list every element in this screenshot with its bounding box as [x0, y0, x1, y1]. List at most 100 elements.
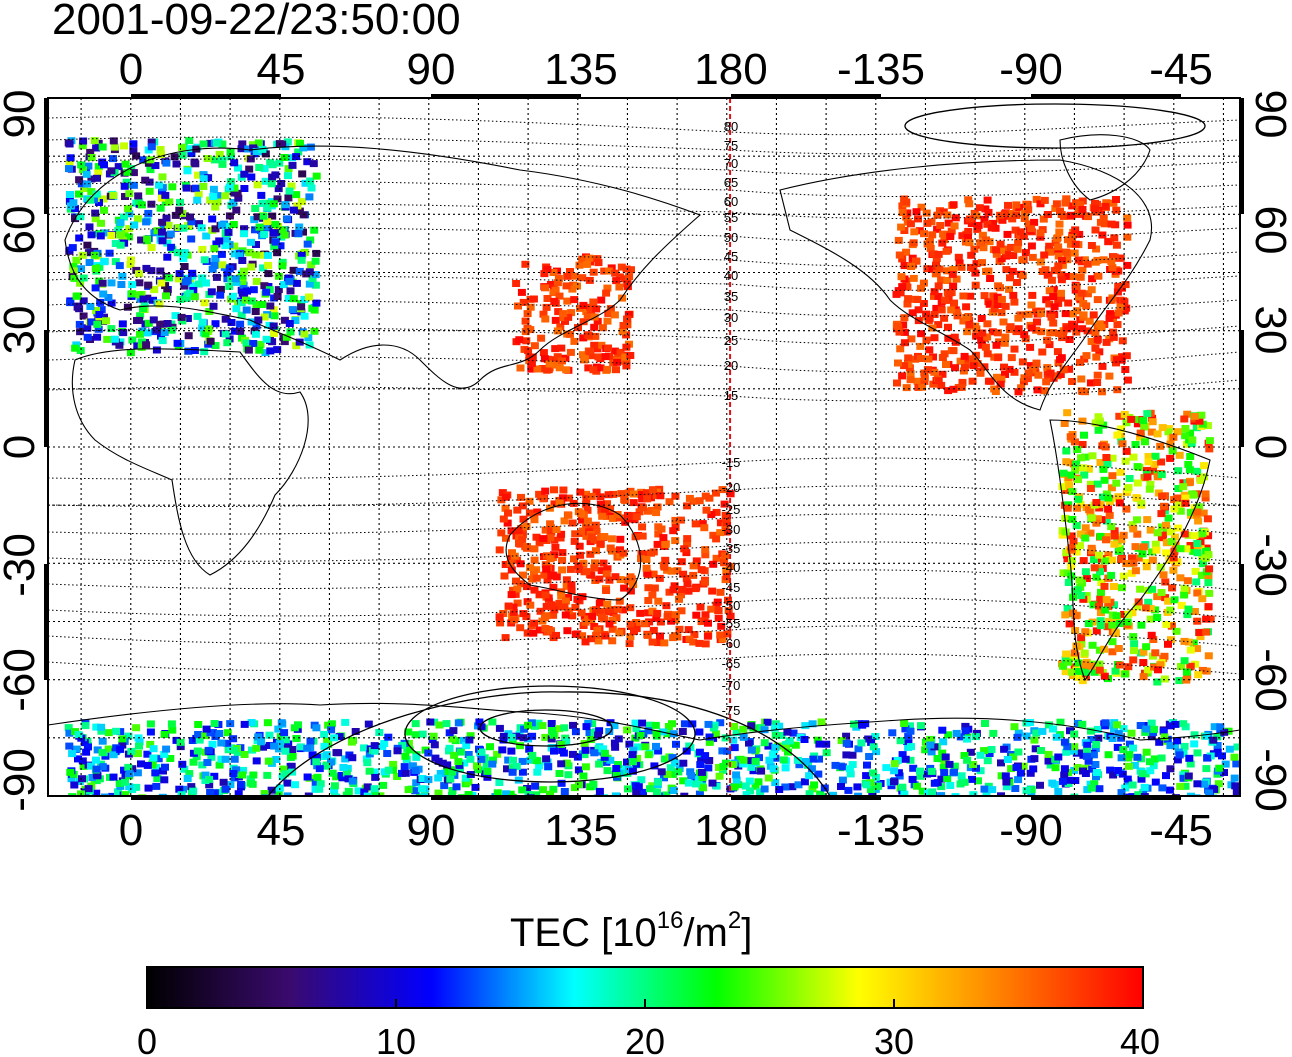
tec-cell — [109, 191, 118, 199]
tec-cell — [680, 720, 689, 728]
tec-cell — [1071, 286, 1080, 294]
tec-cell — [903, 283, 912, 291]
tec-cell — [438, 759, 447, 767]
tec-cell — [363, 759, 372, 767]
tec-cell — [933, 225, 942, 233]
tec-cell — [207, 288, 216, 296]
tec-cell — [1098, 388, 1106, 396]
tec-cell — [273, 293, 282, 300]
tec-cell — [153, 775, 162, 782]
tec-cell — [171, 312, 180, 320]
tec-cell — [541, 625, 550, 632]
tec-cell — [527, 359, 536, 367]
tec-cell — [188, 269, 197, 277]
tec-cell — [160, 750, 169, 758]
tec-cell — [1048, 779, 1057, 787]
tec-cell — [245, 249, 254, 257]
tec-cell — [284, 740, 293, 748]
tec-cell — [942, 247, 951, 255]
tec-cell — [139, 305, 147, 313]
tec-cell — [997, 792, 1005, 796]
tec-cell — [606, 505, 615, 513]
tec-cell — [277, 719, 286, 727]
tec-cell — [985, 300, 994, 308]
tec-cell — [171, 211, 180, 219]
tec-cell — [185, 770, 194, 777]
maglat-contour — [48, 136, 1240, 155]
tec-cell — [600, 749, 609, 757]
tec-cell — [185, 137, 194, 145]
tec-cell — [940, 314, 949, 322]
tec-cell — [1146, 615, 1155, 623]
tec-cell — [139, 156, 148, 164]
tec-cell — [193, 196, 202, 204]
tec-cell — [215, 761, 224, 769]
tec-cell — [1186, 646, 1195, 654]
tec-cell — [1096, 617, 1105, 625]
tec-cell — [218, 160, 227, 168]
tec-cell — [1194, 671, 1203, 679]
tec-cell — [267, 786, 276, 794]
tec-cell — [1161, 578, 1170, 586]
tec-cell — [869, 769, 878, 777]
tec-cell — [297, 256, 306, 264]
tec-cell — [522, 337, 531, 345]
tec-cell — [137, 760, 145, 768]
tec-cell — [301, 179, 310, 187]
tec-cell — [612, 366, 620, 374]
tec-cell — [1166, 722, 1175, 730]
tec-cell — [507, 733, 516, 741]
tec-cell — [1114, 767, 1123, 774]
map-panel: 80 75 70 65 60 55 50 45 40 35 30 25 20 1… — [44, 94, 1244, 800]
tec-cell — [1122, 352, 1131, 360]
tec-cell — [637, 776, 646, 784]
tec-cell — [1073, 446, 1082, 453]
tec-cell — [732, 728, 741, 736]
tec-cell — [983, 320, 992, 328]
tec-cell — [551, 543, 560, 551]
tec-cell — [603, 500, 611, 508]
tec-cell — [689, 571, 698, 579]
tec-cell — [1105, 315, 1114, 322]
tec-cell — [203, 759, 212, 766]
tec-cell — [928, 231, 937, 239]
tec-cell — [634, 783, 643, 791]
tec-cell — [1167, 636, 1175, 644]
tec-cell — [632, 513, 641, 521]
tec-cell — [323, 737, 332, 745]
tec-cell — [146, 720, 155, 728]
tec-cell — [541, 487, 550, 495]
tec-cell — [133, 215, 142, 223]
tec-cell — [165, 198, 174, 206]
tec-cell — [1057, 294, 1065, 302]
tec-cell — [1066, 433, 1075, 441]
tec-cell — [864, 735, 873, 743]
tec-cell — [1032, 195, 1041, 203]
tec-cell — [1104, 494, 1113, 502]
tec-cell — [618, 294, 627, 302]
tec-cell — [570, 337, 579, 345]
tec-cell — [570, 537, 579, 545]
tec-cell — [1014, 729, 1023, 737]
tec-cell — [906, 756, 915, 764]
tec-cell — [770, 724, 779, 732]
tec-cell — [1006, 274, 1014, 282]
tec-cell — [793, 756, 802, 764]
tec-cell — [316, 780, 325, 788]
tec-cell — [930, 743, 939, 751]
tec-cell — [370, 789, 379, 796]
tec-cell — [1100, 582, 1109, 590]
tec-cell — [240, 185, 249, 192]
tec-cell — [98, 737, 107, 745]
tec-cell — [570, 296, 579, 304]
tec-cell — [745, 777, 754, 785]
tec-cell — [1081, 660, 1090, 668]
tec-cell — [506, 790, 515, 796]
tec-cell — [1204, 652, 1213, 660]
tec-cell — [246, 155, 255, 163]
tec-cell — [1060, 765, 1069, 773]
tec-cell — [1091, 199, 1099, 207]
tec-cell — [235, 252, 244, 260]
tec-cell — [201, 771, 210, 779]
tec-cell — [999, 318, 1008, 326]
